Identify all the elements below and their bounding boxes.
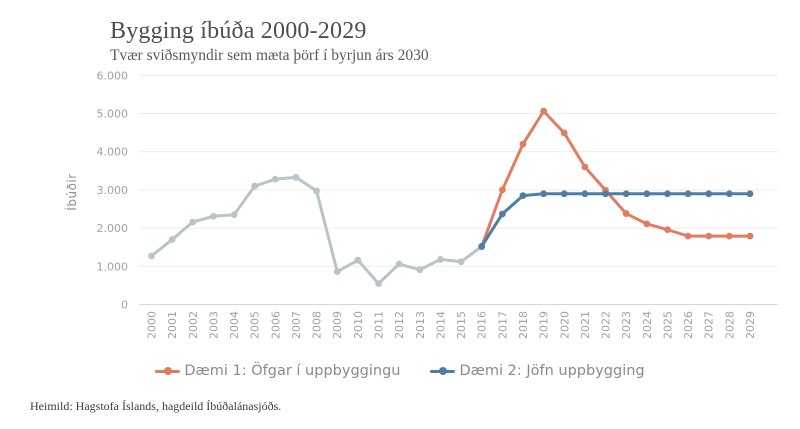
- x-tick-label: 2028: [723, 311, 736, 339]
- y-tick-label: 2.000: [97, 222, 129, 235]
- page-subtitle: Tvær sviðsmyndir sem mæta þörf í byrjun …: [110, 47, 429, 64]
- legend-marker-daemi2-icon: [430, 366, 456, 376]
- x-tick-label: 2005: [249, 311, 262, 339]
- x-tick-label: 2026: [682, 311, 695, 339]
- x-tick-label: 2024: [641, 311, 654, 339]
- x-tick-label: 2027: [703, 311, 716, 339]
- series-line-daemi2: [480, 192, 752, 248]
- data-point-historical: [230, 211, 238, 219]
- x-tick-label: 2014: [434, 311, 447, 339]
- data-point-daemi2: [705, 190, 713, 198]
- data-point-daemi1: [643, 220, 651, 228]
- data-point-daemi2: [540, 190, 548, 198]
- page-title: Bygging íbúða 2000-2029: [110, 18, 367, 44]
- x-tick-label: 2023: [620, 311, 633, 339]
- data-point-daemi1: [746, 232, 754, 240]
- data-point-daemi2: [581, 190, 589, 198]
- data-point-daemi2: [746, 190, 754, 198]
- data-point-daemi2: [519, 192, 527, 200]
- y-tick-label: 3.000: [97, 184, 129, 197]
- data-point-historical: [354, 256, 362, 264]
- x-tick-label: 2003: [207, 311, 220, 339]
- x-tick-label: 2019: [538, 311, 551, 339]
- data-point-historical: [437, 256, 444, 263]
- data-point-historical: [375, 280, 382, 287]
- y-tick-label: 4.000: [97, 146, 129, 159]
- data-point-daemi2: [664, 190, 671, 198]
- data-point-daemi1: [705, 232, 713, 240]
- data-point-daemi2: [602, 190, 609, 198]
- data-point-historical: [313, 187, 321, 195]
- series-line-daemi1: [480, 109, 752, 248]
- legend-item-daemi1: Dæmi 1: Öfgar í uppbyggingu: [155, 363, 400, 379]
- data-point-daemi1: [664, 226, 671, 234]
- x-tick-label: 2017: [496, 311, 509, 339]
- x-tick-label: 2016: [476, 311, 489, 339]
- series-layer: [148, 107, 754, 287]
- data-point-historical: [416, 266, 424, 274]
- x-tick-label: 2000: [146, 311, 159, 339]
- data-point-daemi1: [725, 232, 733, 240]
- data-point-historical: [189, 218, 197, 226]
- data-point-historical: [271, 175, 279, 183]
- data-point-historical: [148, 252, 155, 260]
- data-point-daemi1: [519, 140, 527, 148]
- x-tick-label: 2011: [373, 311, 386, 339]
- tick-layer: 0 1.000 2.000 3.000 4.000 5.000 6.000 2000 2001 2…: [97, 69, 758, 339]
- x-tick-label: 2013: [414, 311, 427, 339]
- data-point-daemi2: [725, 190, 733, 198]
- x-tick-label: 2007: [290, 311, 303, 339]
- data-point-historical: [168, 236, 176, 243]
- grid-layer: [139, 74, 778, 305]
- data-point-daemi1: [560, 129, 568, 137]
- x-tick-label: 2010: [352, 311, 365, 339]
- data-point-daemi2: [684, 190, 692, 198]
- x-tick-label: 2002: [187, 311, 200, 339]
- data-point-daemi1: [540, 107, 548, 115]
- chart-header: Bygging íbúða 2000-2029 Tvær sviðsmyndir…: [110, 18, 670, 65]
- data-point-daemi2: [622, 190, 630, 198]
- x-tick-label: 2008: [311, 311, 324, 339]
- data-point-daemi2: [478, 243, 486, 250]
- x-tick-label: 2022: [600, 311, 613, 339]
- data-point-historical: [333, 268, 341, 276]
- x-tick-label: 2015: [455, 311, 468, 339]
- data-point-daemi2: [560, 190, 568, 198]
- data-point-daemi1: [684, 232, 692, 240]
- chart-legend: Dæmi 1: Öfgar í uppbyggingu Dæmi 2: Jöfn…: [0, 363, 800, 379]
- y-tick-label: 6.000: [97, 69, 129, 82]
- x-tick-label: 2018: [517, 311, 530, 339]
- y-tick-label: 5.000: [97, 108, 129, 121]
- data-point-historical: [292, 173, 300, 181]
- data-point-historical: [251, 182, 259, 190]
- x-tick-label: 2001: [166, 311, 179, 339]
- x-tick-label: 2020: [558, 311, 571, 339]
- legend-marker-daemi1-icon: [155, 366, 181, 376]
- x-tick-label: 2006: [269, 311, 282, 339]
- y-tick-label: 0: [121, 299, 128, 312]
- data-point-daemi2: [643, 190, 651, 198]
- x-tick-label: 2012: [393, 311, 406, 339]
- data-point-daemi2: [498, 210, 506, 218]
- data-point-historical: [457, 258, 465, 266]
- x-tick-label: 2021: [579, 311, 592, 339]
- data-point-historical: [395, 260, 403, 268]
- source-note: Heimild: Hagstofa Íslands, hagdeild Íbúð…: [30, 399, 282, 413]
- y-tick-label: 1.000: [97, 260, 129, 273]
- data-point-daemi1: [498, 186, 506, 194]
- x-tick-label: 2009: [331, 311, 344, 339]
- data-point-daemi1: [622, 210, 630, 217]
- y-axis-title: Íbúðir: [64, 173, 79, 210]
- legend-item-daemi2: Dæmi 2: Jöfn uppbygging: [430, 363, 645, 379]
- legend-label-daemi1: Dæmi 1: Öfgar í uppbyggingu: [184, 363, 401, 379]
- data-point-historical: [210, 212, 217, 220]
- x-tick-label: 2025: [661, 311, 674, 339]
- x-tick-label: 2029: [744, 311, 757, 339]
- data-point-daemi1: [581, 163, 589, 171]
- x-tick-label: 2004: [228, 311, 241, 339]
- legend-label-daemi2: Dæmi 2: Jöfn uppbygging: [459, 363, 645, 379]
